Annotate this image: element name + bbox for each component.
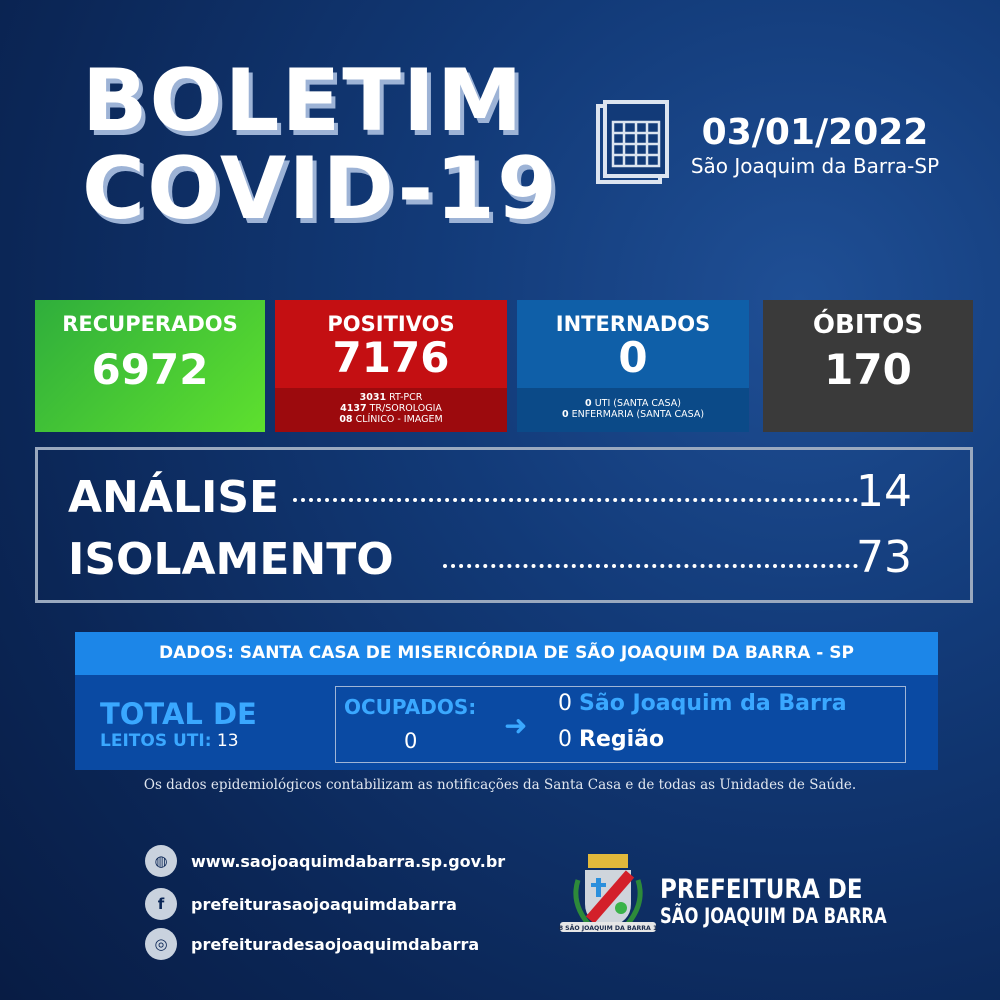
- card-internados: INTERNADOS 0 0 UTI (SANTA CASA) 0 ENFERM…: [517, 300, 749, 432]
- total-label: TOTAL DE: [100, 697, 257, 731]
- regiao-label: Região: [579, 727, 665, 752]
- local-value: 0: [558, 691, 572, 716]
- instagram-icon: ◎: [145, 928, 177, 960]
- analise-label: ANÁLISE: [68, 472, 280, 523]
- dotted-leader: [293, 498, 858, 502]
- arrow-right-icon: ➜: [504, 709, 528, 742]
- detail-enfermaria: 0 ENFERMARIA (SANTA CASA): [561, 409, 705, 420]
- detail-rtpcr: 3031 RT-PCR: [359, 392, 423, 403]
- card-value: 0: [618, 333, 648, 382]
- location: São Joaquim da Barra-SP: [690, 154, 940, 178]
- footnote: Os dados epidemiológicos contabilizam as…: [143, 777, 857, 793]
- card-value: 6972: [91, 345, 209, 394]
- title-line1: BOLETIM: [82, 51, 525, 151]
- isolamento-label: ISOLAMENTO: [68, 534, 394, 585]
- leitos-value: 13: [216, 731, 239, 751]
- card-value: 7176: [332, 333, 450, 382]
- leitos-label: LEITOS UTI:: [100, 731, 212, 751]
- title-line2: COVID-19: [82, 139, 559, 239]
- ocupados-label: OCUPADOS:: [344, 695, 477, 719]
- globe-icon: ◍: [145, 845, 177, 877]
- card-obitos: ÓBITOS 170: [763, 300, 973, 432]
- crest-ribbon-text: 1898 SÃO JOAQUIM DA BARRA 1917: [558, 923, 658, 932]
- ocupados-value: 0: [404, 729, 418, 753]
- website-link[interactable]: ◍ www.saojoaquimdabarra.sp.gov.br: [145, 845, 505, 877]
- detail-clinico: 08 CLÍNICO - IMAGEM: [339, 414, 443, 425]
- card-recuperados: RECUPERADOS 6972: [35, 300, 265, 432]
- card-label: POSITIVOS: [327, 312, 455, 336]
- card-label: ÓBITOS: [812, 310, 924, 340]
- detail-uti: 0 UTI (SANTA CASA): [585, 398, 681, 409]
- card-label: RECUPERADOS: [62, 312, 238, 336]
- logo-line1: PREFEITURA DE: [660, 874, 863, 905]
- local-label: São Joaquim da Barra: [579, 691, 847, 716]
- instagram-link[interactable]: ◎ prefeituradesaojoaquimdabarra: [145, 928, 479, 960]
- bulletin-date: 03/01/2022: [701, 112, 929, 153]
- facebook-link[interactable]: f prefeiturasaojoaquimdabarra: [145, 888, 457, 920]
- dotted-leader: [443, 564, 858, 568]
- uti-panel: TOTAL DE LEITOS UTI: 13 OCUPADOS: 0 ➜ 0 …: [75, 675, 938, 770]
- card-positivos: POSITIVOS 7176 3031 RT-PCR 4137 TR/SOROL…: [275, 300, 507, 432]
- city-crest-logo: 1898 SÃO JOAQUIM DA BARRA 1917: [558, 854, 658, 932]
- isolamento-value: 73: [856, 532, 912, 583]
- data-source-banner: DADOS: SANTA CASA DE MISERICÓRDIA DE SÃO…: [75, 632, 938, 675]
- facebook-icon: f: [145, 888, 177, 920]
- card-label: INTERNADOS: [555, 312, 711, 336]
- card-value: 170: [824, 345, 912, 394]
- analise-value: 14: [856, 466, 912, 517]
- detail-sorologia: 4137 TR/SOROLOGIA: [340, 403, 442, 414]
- stats-box: ANÁLISE 14 ISOLAMENTO 73: [35, 447, 973, 603]
- regiao-value: 0: [558, 727, 572, 752]
- calendar-icon: [596, 100, 669, 184]
- logo-line2: SÃO JOAQUIM DA BARRA: [660, 904, 887, 928]
